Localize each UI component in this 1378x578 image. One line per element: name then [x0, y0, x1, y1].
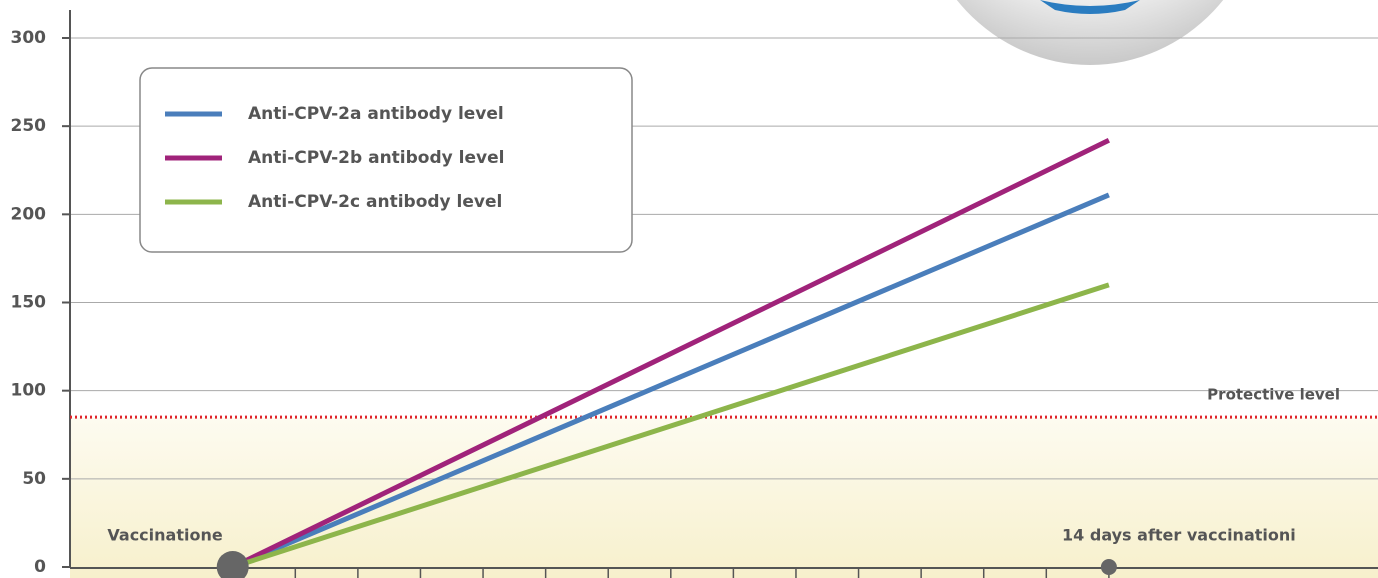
legend-box: [139, 67, 633, 253]
point-marker: [216, 551, 249, 578]
legend-label: Anti-CPV-2b antibody level: [248, 148, 504, 168]
series-line: [231, 192, 1110, 570]
grid: 0 50 100 150 200 250 300: [11, 28, 1378, 578]
y-tick-label: 300: [11, 28, 47, 48]
legend-label: Anti-CPV-2a antibody level: [248, 104, 504, 124]
legend-label: Anti-CPV-2c antibody level: [248, 192, 502, 212]
y-tick-label: 150: [11, 293, 47, 313]
legend: Anti-CPV-2a antibody level Anti-CPV-2b an…: [139, 67, 633, 253]
point-label: 14 days after vaccinationi: [1062, 526, 1296, 545]
plot: Protective level Vaccinatione 14 days afte…: [70, 138, 1378, 578]
y-tick-label: 200: [11, 204, 47, 224]
y-tick-label: 50: [22, 469, 46, 489]
point-marker: [1100, 559, 1117, 575]
point-label: Vaccinatione: [107, 526, 222, 545]
y-tick-label: 100: [11, 381, 47, 401]
decoration: [956, 0, 1224, 65]
protective-label: Protective level: [1207, 386, 1340, 404]
series-line: [231, 138, 1110, 570]
y-tick-label: 250: [11, 116, 47, 136]
y-tick-label: 0: [34, 557, 46, 577]
series-line: [231, 282, 1110, 570]
